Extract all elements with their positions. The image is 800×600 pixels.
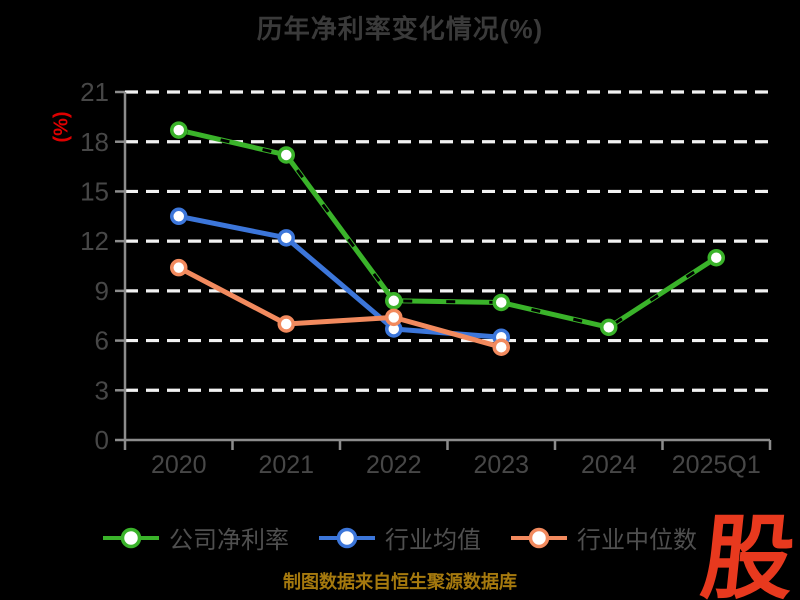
legend-item-industry-median: 行业中位数: [511, 520, 697, 555]
industry-median-line: [176, 265, 504, 350]
x-tick-label: 2025Q1: [672, 451, 761, 479]
legend: 公司净利率 行业均值 行业中位数: [0, 520, 800, 555]
industry-mean-point: [170, 207, 188, 226]
company-net-margin-point: [170, 121, 188, 139]
axis: [123, 92, 770, 442]
gu-logo: 股: [696, 508, 800, 600]
industry-median-point: [492, 338, 510, 356]
company-net-margin-point: [492, 293, 510, 312]
industry-median-point: [170, 258, 188, 277]
legend-label-industry-median: 行业中位数: [577, 527, 697, 554]
company-net-margin-point: [707, 248, 725, 267]
x-tick-label: 2024: [581, 451, 637, 479]
industry-median-point: [277, 315, 295, 333]
company-net-margin-line-dash-overlay: [178, 128, 718, 329]
y-tick-label: 18: [80, 127, 109, 157]
x-tick-label: 2021: [258, 451, 314, 479]
industry-median-legend-marker-icon: [511, 527, 567, 548]
y-tick-label: 6: [95, 326, 109, 356]
legend-label-company: 公司净利率: [169, 527, 289, 554]
y-tick-label: 12: [80, 226, 109, 256]
company-net-margin-line: [176, 127, 719, 330]
y-tick-label: 9: [95, 276, 109, 306]
company-net-margin-point: [277, 146, 295, 164]
legend-label-industry-mean: 行业均值: [385, 527, 481, 554]
x-tick-label: 2023: [473, 451, 529, 479]
company-net-margin-point: [385, 292, 403, 310]
legend-item-company: 公司净利率: [103, 520, 289, 555]
x-tick-label: 2020: [151, 451, 207, 479]
y-tick-label: 21: [80, 77, 109, 107]
industry-mean-legend-marker-icon: [319, 527, 375, 548]
company-net-margin-point: [600, 318, 618, 337]
chart-title: 历年净利率变化情况(%): [256, 14, 544, 44]
x-tick-label: 2022: [366, 451, 422, 479]
y-tick-label: 3: [95, 375, 109, 405]
legend-item-industry-mean: 行业均值: [319, 520, 481, 555]
footer-source-note: 制图数据来自恒生聚源数据库: [283, 572, 517, 592]
industry-median-point: [385, 308, 403, 327]
y-tick-label: 0: [95, 425, 109, 455]
y-tick-label: 15: [80, 177, 109, 207]
company-legend-marker-icon: [103, 527, 159, 548]
industry-mean-point: [277, 229, 295, 247]
